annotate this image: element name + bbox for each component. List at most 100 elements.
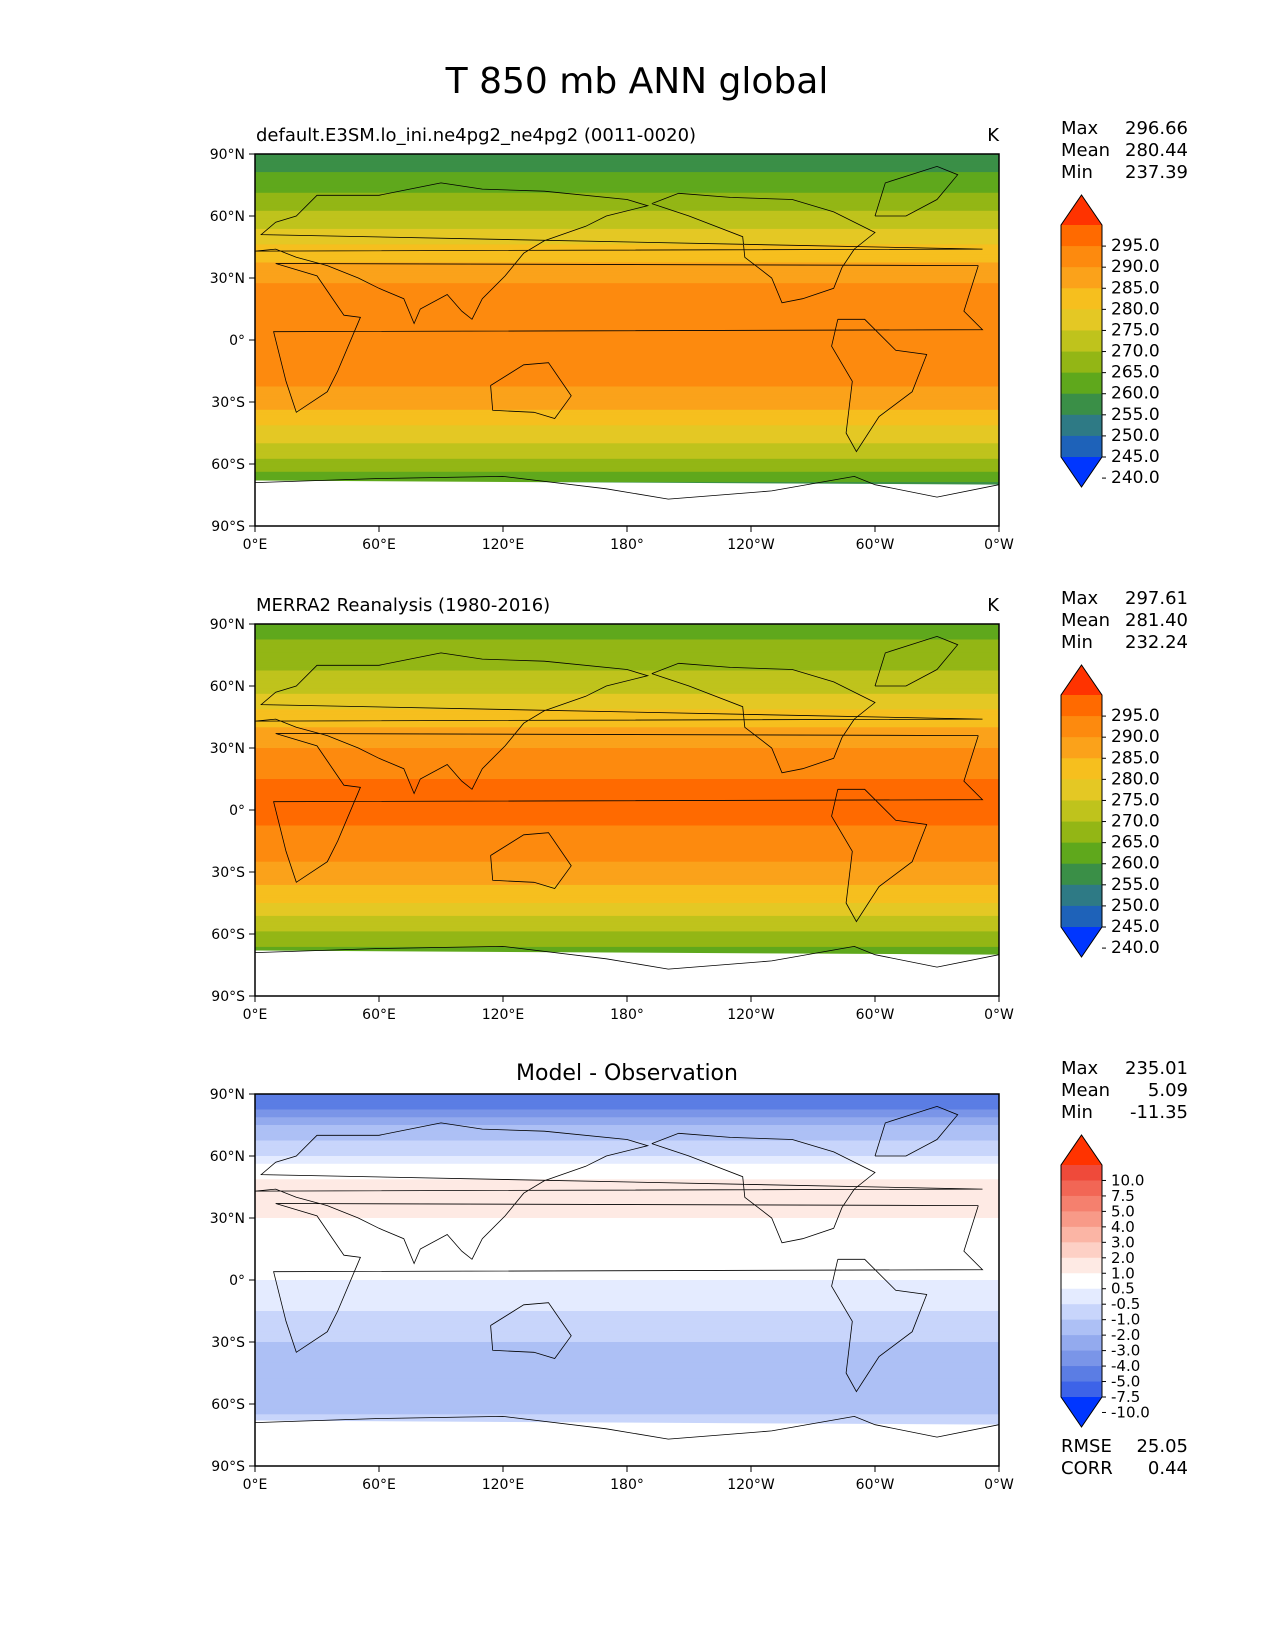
map-band (255, 1272, 999, 1276)
map-band (255, 1207, 999, 1211)
map-band (255, 1285, 999, 1289)
map-band (255, 231, 999, 235)
map-band (255, 438, 999, 442)
map-band (255, 892, 999, 896)
map-band (255, 1122, 999, 1126)
colorbar-label: -4.0 (1111, 1357, 1140, 1375)
map-band (255, 1171, 999, 1175)
map-band (255, 280, 999, 284)
colorbar-label: 240.0 (1111, 938, 1160, 958)
map-band (255, 846, 999, 850)
map-band (255, 810, 999, 814)
map-band (255, 1316, 999, 1320)
map-band (255, 1249, 999, 1253)
colorbar-label: 250.0 (1111, 896, 1160, 916)
colorbar-swatch (1061, 351, 1102, 374)
map-band (255, 691, 999, 695)
colorbar-label: 0.5 (1111, 1280, 1135, 1298)
map-band (255, 252, 999, 256)
x-tick-label: 180° (610, 1007, 644, 1023)
panel-model-x-axis: 0°E 60°E 120°E 180° 120°W 60°W 0°W (243, 526, 1014, 553)
map-band (255, 1150, 999, 1154)
map-band (255, 1416, 999, 1421)
stat-value: 5.09 (1148, 1080, 1188, 1101)
map-band (255, 1282, 999, 1286)
map-band (255, 1246, 999, 1250)
map-band (255, 288, 999, 292)
stat-value: 237.39 (1125, 162, 1188, 183)
map-band (255, 1401, 999, 1405)
map-band (255, 420, 999, 424)
stat-value: 235.01 (1125, 1058, 1188, 1079)
map-band (255, 931, 999, 935)
map-band (255, 479, 999, 483)
map-band (255, 166, 999, 171)
x-tick-label: 60°E (362, 1477, 396, 1493)
stat-label: Max (1061, 588, 1099, 609)
map-band (255, 417, 999, 421)
map-band (255, 688, 999, 692)
colorbar-label: 270.0 (1111, 342, 1160, 362)
map-band (255, 657, 999, 661)
missing-data-region (255, 950, 999, 996)
map-band (255, 1161, 999, 1165)
map-band (255, 644, 999, 648)
map-band (255, 698, 999, 703)
colorbar-extend-max (1061, 665, 1102, 695)
map-band (255, 200, 999, 204)
x-tick-label: 60°E (362, 537, 396, 553)
map-band (255, 1109, 999, 1113)
panel-model-y-axis: 90°N 60°N 30°N 0° 30°S 60°S 90°S (210, 147, 255, 535)
map-band (255, 394, 999, 398)
map-band (255, 466, 999, 470)
map-band (255, 1344, 999, 1348)
map-band (255, 926, 999, 930)
map-band (255, 1194, 999, 1198)
x-tick-label: 60°E (362, 1007, 396, 1023)
y-tick-label: 90°N (210, 1087, 245, 1103)
map-band (255, 828, 999, 832)
map-band (255, 706, 999, 710)
map-band (255, 174, 999, 178)
map-band (255, 1156, 999, 1160)
map-band (255, 161, 999, 165)
map-band (255, 1140, 999, 1144)
map-band (255, 639, 999, 643)
colorbar-swatch (1061, 1304, 1102, 1321)
map-band (255, 673, 999, 677)
x-tick-label: 120°E (482, 1477, 525, 1493)
map-band (255, 407, 999, 411)
map-band (255, 1339, 999, 1343)
map-band (255, 1349, 999, 1353)
map-band (255, 1292, 999, 1297)
map-band (255, 882, 999, 886)
map-band (255, 427, 999, 431)
map-band (255, 355, 999, 359)
map-band (255, 629, 999, 633)
map-band (255, 1398, 999, 1402)
map-band (255, 179, 999, 183)
stat-label: Min (1061, 632, 1093, 653)
map-band (255, 1251, 999, 1255)
map-band (255, 309, 999, 313)
map-band (255, 396, 999, 400)
map-band (255, 363, 999, 367)
map-band (255, 714, 999, 718)
map-band (255, 1145, 999, 1149)
map-band (255, 352, 999, 357)
map-band (255, 786, 999, 790)
map-band (255, 1099, 999, 1103)
y-tick-label: 30°N (210, 741, 245, 757)
map-band (255, 391, 999, 395)
panel-observation-colorbar: 295.0290.0285.0280.0275.0270.0265.0260.0… (1060, 664, 1160, 958)
colorbar-label: -2.0 (1111, 1326, 1140, 1344)
y-tick-label: 60°N (210, 1149, 245, 1165)
map-band (255, 1127, 999, 1131)
map-band (255, 748, 999, 752)
map-band (255, 1419, 999, 1423)
map-band (255, 448, 999, 452)
stat-label: Max (1061, 1058, 1099, 1079)
colorbar-swatch (1061, 1211, 1102, 1228)
map-band (255, 1223, 999, 1227)
map-band (255, 226, 999, 230)
